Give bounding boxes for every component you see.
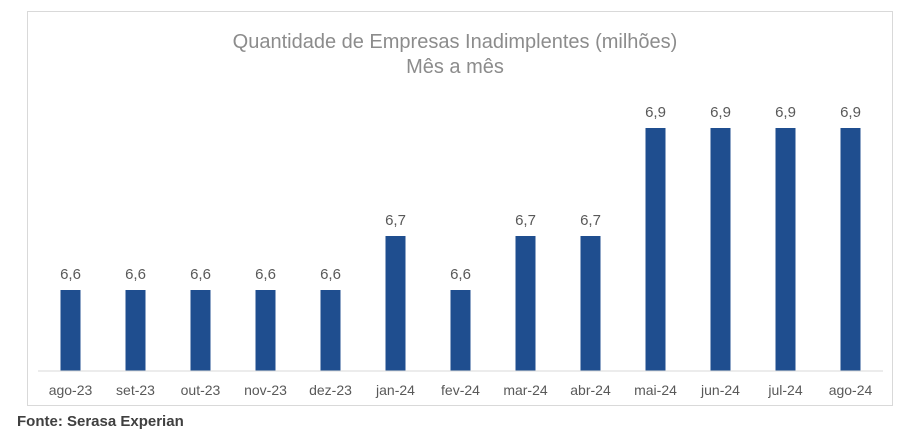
tick-label-abr-24: abr-24 (570, 382, 611, 398)
tick-label-out-23: out-23 (181, 382, 221, 398)
data-label-nov-23: 6,6 (255, 266, 276, 283)
tick-label-jan-24: jan-24 (375, 382, 415, 398)
data-label-jul-24: 6,9 (775, 104, 796, 121)
data-label-mar-24: 6,7 (515, 212, 536, 229)
tick-label-nov-23: nov-23 (244, 382, 287, 398)
chart-title: Quantidade de Empresas Inadimplentes (mi… (233, 31, 678, 53)
bar-mar-24 (515, 236, 536, 371)
bar-out-23 (190, 290, 211, 371)
data-label-dez-23: 6,6 (320, 266, 341, 283)
bar-ago-23 (60, 290, 81, 371)
source-note: Fonte: Serasa Experian (17, 413, 184, 430)
bar-fev-24 (450, 290, 471, 371)
bar-ago-24 (840, 128, 861, 371)
x-tick-labels: ago-23 set-23 out-23 nov-23 dez-23 jan-24 fev-… (49, 382, 873, 398)
bar-jul-24 (775, 128, 796, 371)
tick-label-mar-24: mar-24 (503, 382, 548, 398)
data-labels: 6,6 6,6 6,6 6,6 6,6 6,7 6,6 6,7 6,7 6,9 6,9 6,9 6,9 (60, 104, 861, 283)
bar-jun-24 (710, 128, 731, 371)
data-label-ago-24: 6,9 (840, 104, 861, 121)
tick-label-set-23: set-23 (116, 382, 155, 398)
bar-jan-24 (385, 236, 406, 371)
tick-label-jun-24: jun-24 (700, 382, 740, 398)
bar-set-23 (125, 290, 146, 371)
tick-label-ago-23: ago-23 (49, 382, 93, 398)
tick-label-fev-24: fev-24 (441, 382, 480, 398)
bar-nov-23 (255, 290, 276, 371)
bars-group (60, 128, 861, 371)
tick-label-mai-24: mai-24 (634, 382, 677, 398)
data-label-jun-24: 6,9 (710, 104, 731, 121)
tick-label-jul-24: jul-24 (767, 382, 802, 398)
tick-label-dez-23: dez-23 (309, 382, 352, 398)
tick-label-ago-24: ago-24 (829, 382, 873, 398)
bar-dez-23 (320, 290, 341, 371)
chart-subtitle: Mês a mês (406, 56, 504, 78)
bar-mai-24 (645, 128, 666, 371)
bar-abr-24 (580, 236, 601, 371)
data-label-fev-24: 6,6 (450, 266, 471, 283)
data-label-ago-23: 6,6 (60, 266, 81, 283)
data-label-out-23: 6,6 (190, 266, 211, 283)
data-label-set-23: 6,6 (125, 266, 146, 283)
data-label-jan-24: 6,7 (385, 212, 406, 229)
data-label-mai-24: 6,9 (645, 104, 666, 121)
data-label-abr-24: 6,7 (580, 212, 601, 229)
